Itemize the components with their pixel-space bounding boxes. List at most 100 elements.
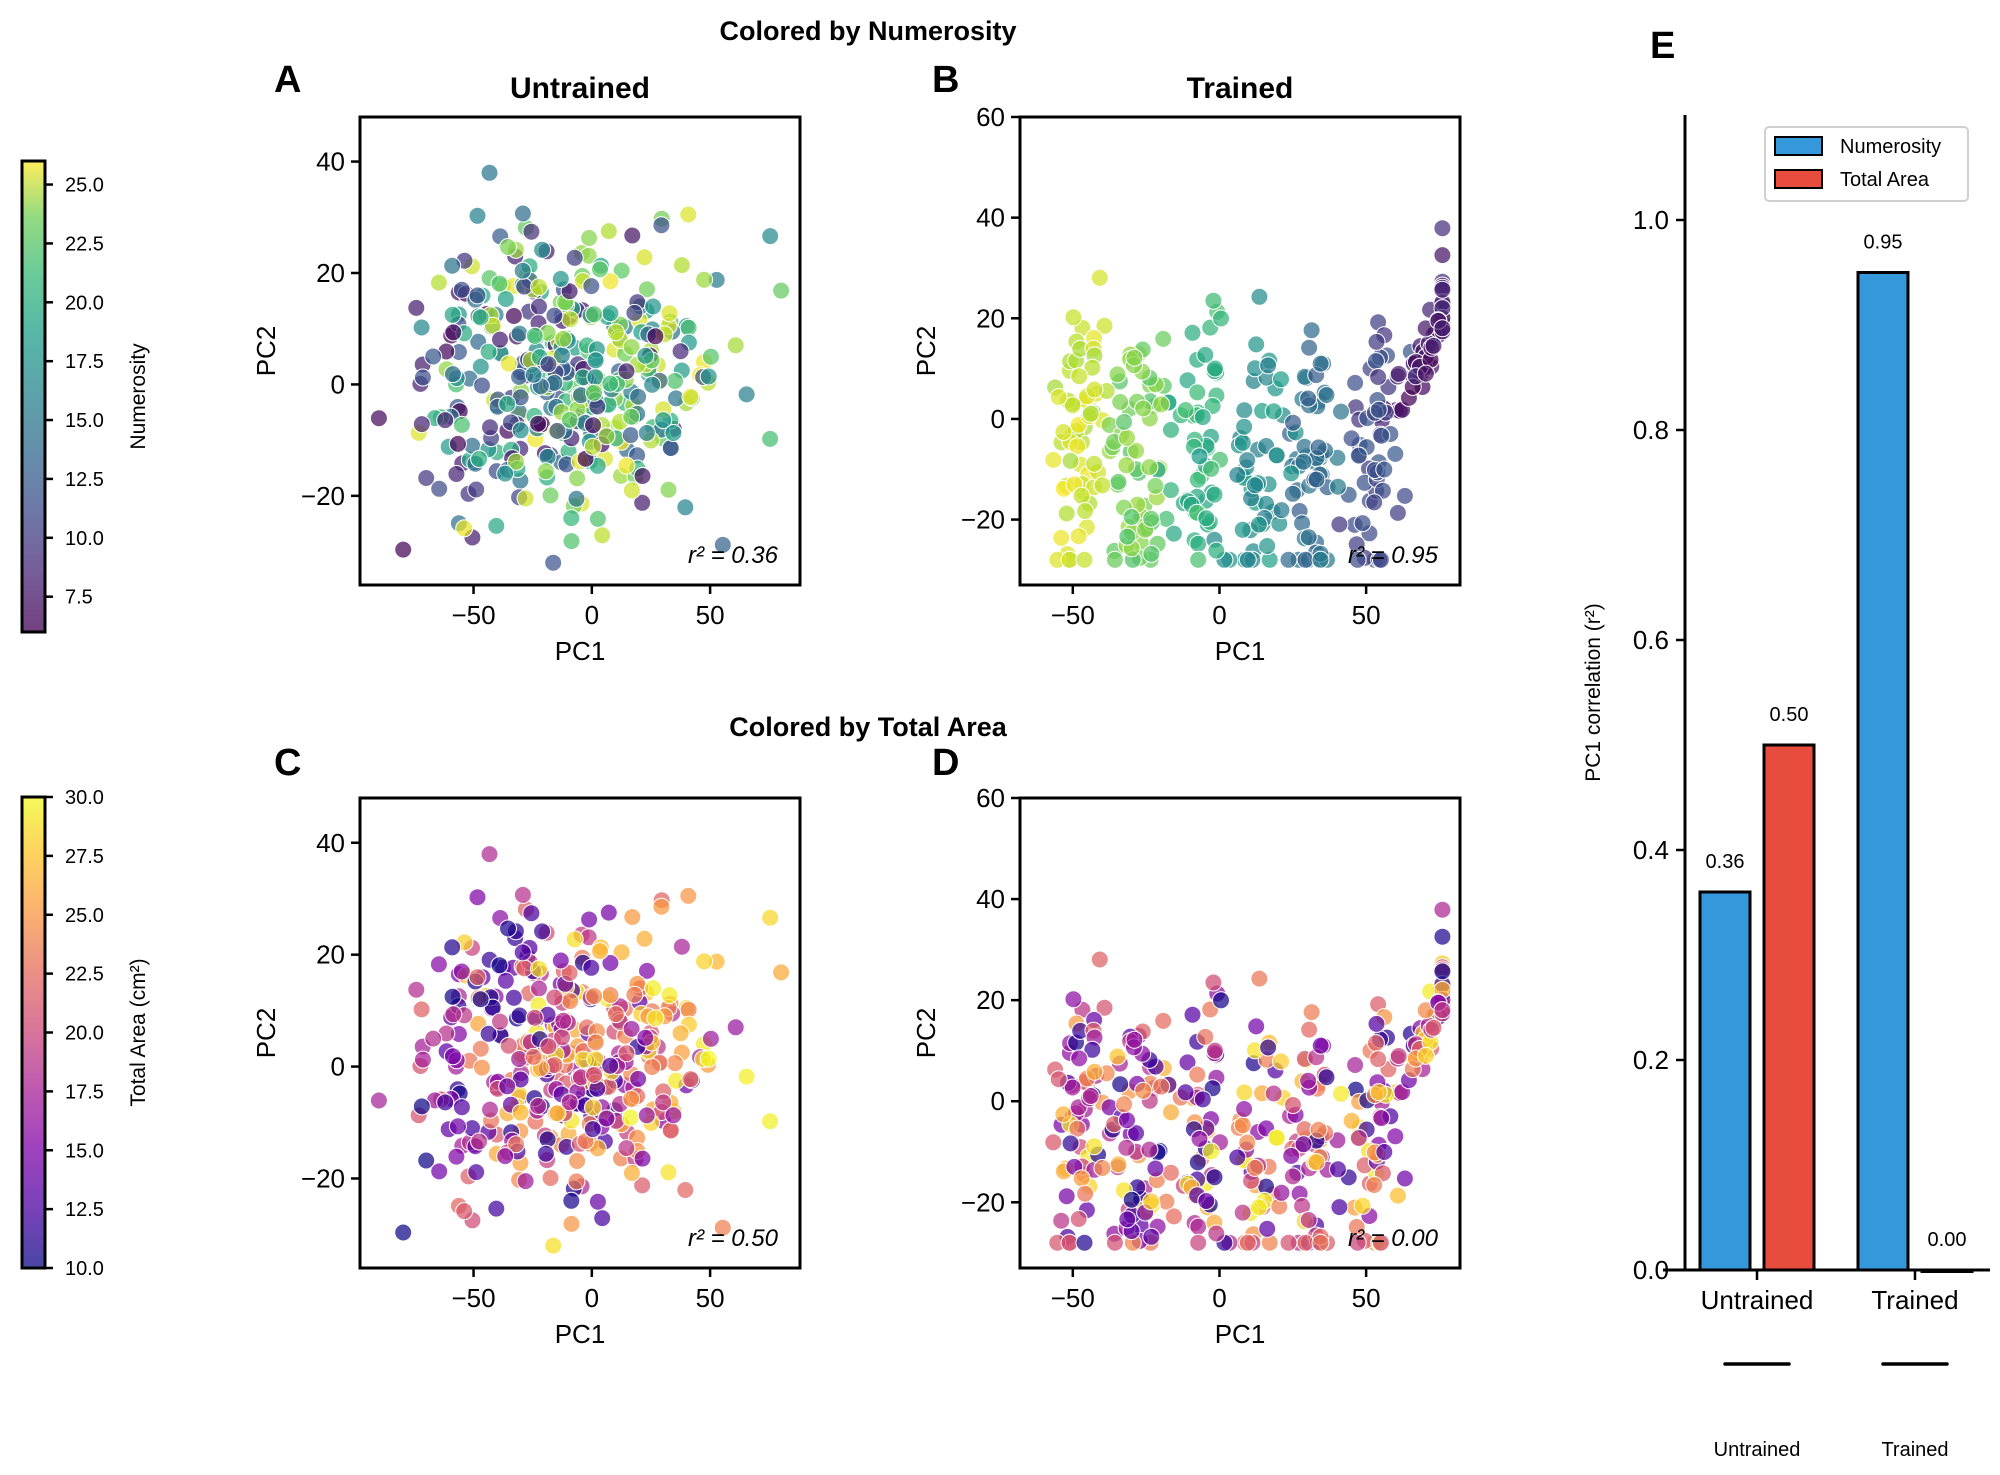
scatter-point	[1060, 1233, 1079, 1252]
scatter-point	[1188, 1065, 1207, 1084]
scatter-point	[638, 961, 656, 980]
x-tick-label: Untrained	[1701, 1285, 1814, 1315]
suptitle-total-area: Colored by Total Area	[729, 712, 1008, 742]
scatter-point	[447, 465, 466, 483]
scatter-point	[471, 308, 490, 327]
scatter-point	[468, 968, 487, 987]
bar-numerosity-untrained	[1698, 890, 1752, 1272]
scatter-point	[1197, 1192, 1216, 1210]
scatter-point	[1125, 1030, 1144, 1049]
scatter-point	[601, 272, 620, 291]
scatter-point	[1063, 396, 1082, 415]
scatter-point	[1424, 336, 1443, 355]
scatter-point	[588, 1192, 607, 1211]
scatter-point	[1299, 1211, 1318, 1229]
scatter-point	[1311, 550, 1330, 569]
scatter-point	[1083, 358, 1102, 377]
scatter-point	[491, 330, 509, 349]
scatter-point	[661, 439, 680, 457]
scatter-point	[1072, 486, 1091, 505]
scatter-point	[565, 248, 584, 267]
axes-frame	[1018, 796, 1462, 1270]
y-tick-label: 0	[991, 404, 1005, 434]
scatter-point	[1329, 477, 1347, 496]
scatter-point	[412, 318, 431, 337]
scatter-point	[496, 1147, 515, 1166]
scatter-point	[582, 277, 601, 296]
colorbar-tick-label: 12.5	[65, 469, 104, 491]
scatter-point	[561, 310, 580, 329]
scatter-point	[522, 222, 541, 241]
scatter-point	[444, 323, 463, 342]
scatter-point	[499, 238, 517, 256]
scatter-point	[585, 305, 604, 324]
scatter-point	[481, 1100, 499, 1119]
colorbar-tick-label: 20.0	[65, 1023, 104, 1045]
scatter-point	[580, 229, 599, 247]
scatter-point	[1204, 291, 1223, 310]
scatter-point	[1109, 1155, 1128, 1174]
scatter-point	[1134, 1081, 1153, 1100]
scatter-point	[533, 922, 552, 941]
scatter-point	[1044, 450, 1063, 469]
scatter-point	[1161, 1163, 1180, 1182]
scatter-point	[1246, 476, 1264, 495]
scatter-point	[424, 1029, 443, 1048]
y-tick-label: 0	[331, 369, 345, 399]
r2-annotation: r² = 0.00	[1348, 1225, 1439, 1252]
scatter-point	[1196, 345, 1215, 364]
scatter-point	[1207, 1224, 1226, 1243]
scatter-point	[1122, 1190, 1141, 1209]
scatter-point	[612, 943, 631, 962]
scatter-point	[666, 1054, 684, 1073]
scatter-point	[498, 1077, 517, 1096]
scatter-point	[737, 385, 756, 404]
scatter-point	[585, 987, 604, 1006]
scatter-point	[1307, 1153, 1326, 1172]
scatter-point	[654, 1093, 673, 1112]
scatter-point	[471, 1039, 490, 1058]
scatter-point	[417, 1151, 436, 1170]
scatter-point	[681, 1070, 700, 1089]
scatter-point	[676, 1181, 695, 1199]
scatter-point	[1057, 504, 1076, 523]
scatter-point	[588, 509, 607, 528]
scatter-point	[468, 206, 487, 225]
y-tick-label: 60	[976, 783, 1005, 813]
scatter-point	[586, 351, 605, 370]
scatter-point	[1085, 454, 1104, 473]
scatter-point	[1197, 509, 1216, 528]
scatter-point	[1302, 321, 1321, 340]
scatter-point	[513, 943, 532, 962]
scatter-point	[447, 1147, 466, 1166]
scatter-point	[1064, 990, 1083, 1009]
scatter-point	[584, 416, 602, 435]
scatter-point	[536, 1144, 555, 1163]
scatter-point	[1052, 528, 1071, 547]
y-tick-label: 0.2	[1633, 1045, 1669, 1075]
scatter-point	[591, 260, 609, 279]
scatter-point	[516, 1172, 535, 1191]
scatter-point	[1249, 1198, 1268, 1217]
scatter-point	[1093, 1159, 1112, 1177]
x-axis-label: PC1	[555, 636, 606, 666]
scatter-point	[1164, 1207, 1183, 1226]
scatter-point	[1105, 1233, 1124, 1252]
scatter-point	[1389, 364, 1408, 383]
scatter-point	[468, 888, 487, 907]
scatter-point	[1127, 441, 1146, 460]
scatter-point	[623, 226, 642, 245]
scatter-point	[1317, 1068, 1336, 1087]
scatter-point	[617, 1044, 636, 1063]
scatter-point	[679, 205, 698, 224]
scatter-point	[1238, 451, 1257, 470]
colorbar-label: Numerosity	[127, 343, 150, 450]
scatter-point	[1416, 364, 1435, 383]
colorbar-tick-label: 25.0	[65, 175, 104, 197]
scatter-point	[1085, 380, 1104, 399]
scatter-point	[369, 1091, 388, 1110]
scatter-point	[513, 261, 532, 280]
scatter-points	[369, 163, 791, 572]
y-tick-label: 40	[976, 203, 1005, 233]
axes-frame	[358, 796, 802, 1270]
